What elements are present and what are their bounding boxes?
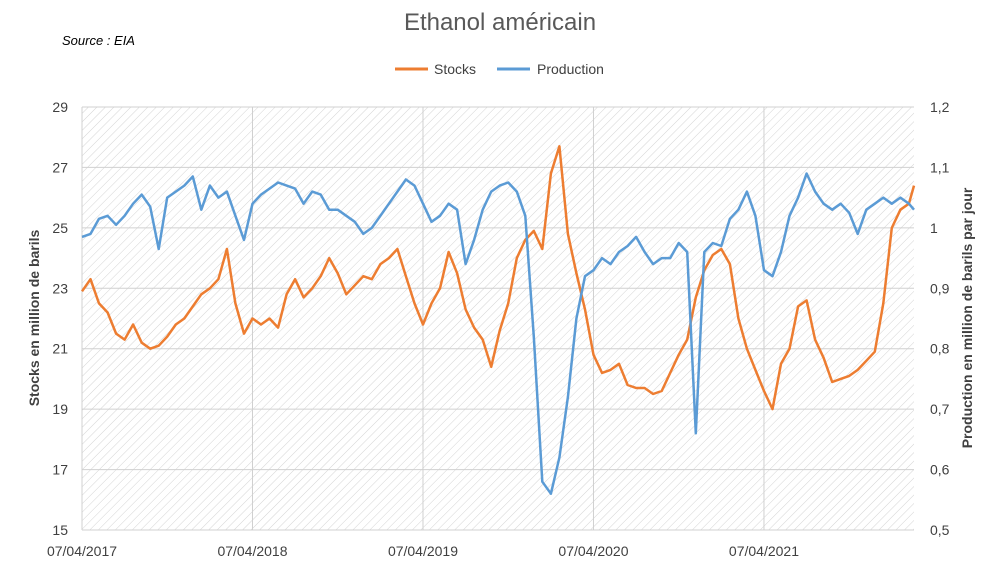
x-axis-ticks: 07/04/2017 07/04/2018 07/04/2019 07/04/2020… xyxy=(47,543,799,559)
gridlines xyxy=(81,106,914,531)
x-tick-label: 07/04/2017 xyxy=(47,543,117,559)
x-tick-label: 07/04/2019 xyxy=(388,543,458,559)
right-tick-label: 0,8 xyxy=(930,341,950,357)
right-tick-label: 1 xyxy=(930,220,938,236)
right-tick-label: 0,9 xyxy=(930,280,950,296)
right-tick-label: 0,6 xyxy=(930,462,950,478)
left-tick-label: 23 xyxy=(52,280,68,296)
x-tick-label: 07/04/2018 xyxy=(217,543,287,559)
chart-title: Ethanol américain xyxy=(404,9,596,36)
series-line-production xyxy=(81,172,915,495)
left-tick-label: 21 xyxy=(52,341,68,357)
source-note: Source : EIA xyxy=(62,33,135,48)
right-tick-label: 0,5 xyxy=(930,522,950,538)
series-line-stocks xyxy=(80,145,916,411)
x-tick-label: 07/04/2021 xyxy=(729,543,799,559)
left-tick-label: 25 xyxy=(52,220,68,236)
left-tick-label: 15 xyxy=(52,522,68,538)
right-axis-ticks: 0,5 0,6 0,7 0,8 0,9 1 1,1 1,2 xyxy=(930,99,950,538)
left-axis-ticks: 15 17 19 21 23 25 27 29 xyxy=(52,99,68,538)
right-axis-label: Production en million de barils par jour xyxy=(959,187,975,448)
left-tick-label: 29 xyxy=(52,99,68,115)
right-tick-label: 1,1 xyxy=(930,159,950,175)
left-tick-label: 19 xyxy=(52,401,68,417)
legend-label-stocks: Stocks xyxy=(434,61,476,77)
x-tick-label: 07/04/2020 xyxy=(558,543,628,559)
right-tick-label: 0,7 xyxy=(930,401,950,417)
left-tick-label: 27 xyxy=(52,159,68,175)
legend-label-production: Production xyxy=(537,61,604,77)
left-tick-label: 17 xyxy=(52,462,68,478)
left-axis-label: Stocks en million de barils xyxy=(26,229,42,406)
legend: Stocks Production xyxy=(395,61,604,77)
plot-area xyxy=(82,107,914,530)
right-tick-label: 1,2 xyxy=(930,99,950,115)
